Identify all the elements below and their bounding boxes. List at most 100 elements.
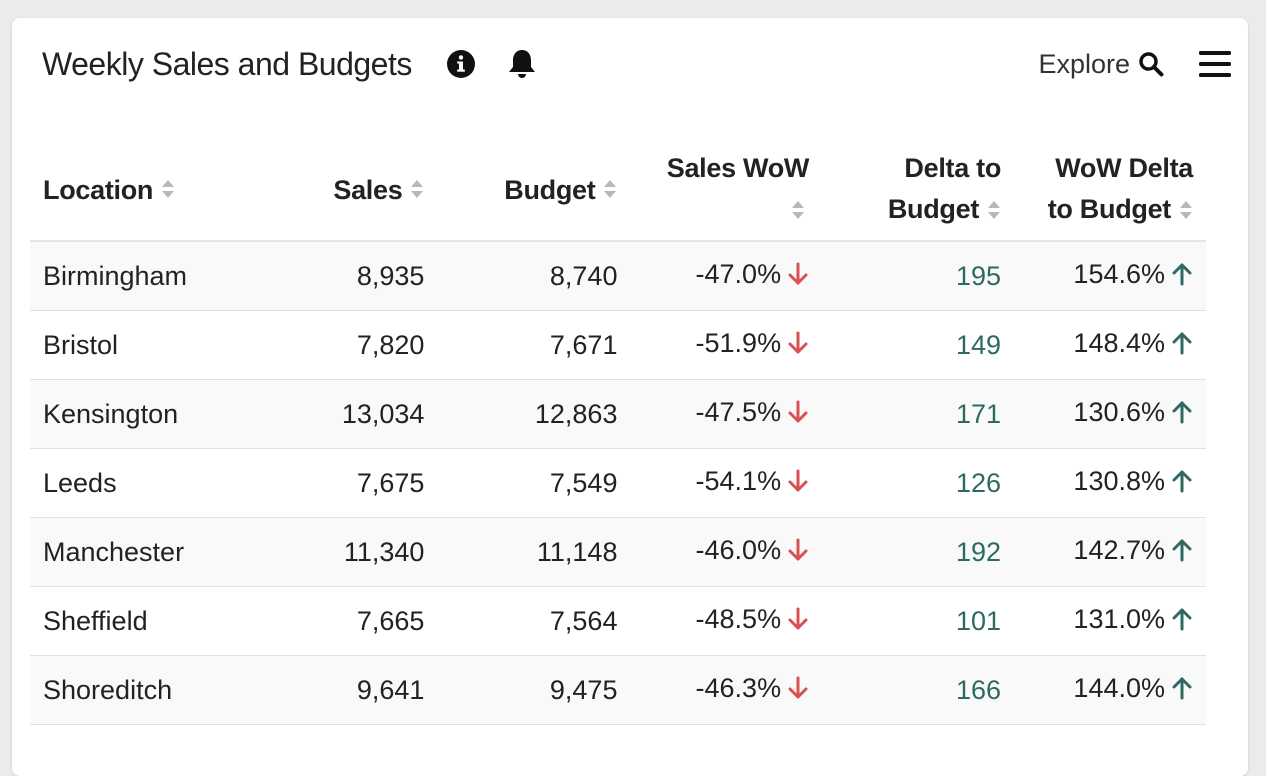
cell-sales-wow: -54.1% (630, 448, 823, 518)
arrow-down-icon (787, 262, 809, 293)
table-row: Manchester 11,340 11,148 -46.0% 192 142.7% (30, 517, 1206, 587)
table-row: Kensington 13,034 12,863 -47.5% 171 130.6% (30, 379, 1206, 449)
arrow-up-icon (1171, 469, 1193, 500)
cell-sales-wow: -51.9% (630, 310, 823, 380)
cell-sales: 11,340 (268, 517, 438, 587)
cell-budget: 11,148 (437, 517, 631, 587)
wow-delta-value: 154.6% (1073, 259, 1165, 289)
sales-wow-value: -54.1% (695, 466, 782, 496)
column-label-line1: WoW Delta (1055, 153, 1193, 184)
cell-location: Bristol (30, 310, 269, 380)
sales-wow-value: -48.5% (695, 604, 782, 634)
cell-sales: 8,935 (268, 241, 438, 311)
column-label: Sales (333, 174, 403, 205)
column-header-sales-wow[interactable]: Sales WoW (630, 140, 823, 242)
cell-delta-to-budget: 101 (822, 586, 1015, 656)
bell-icon[interactable] (506, 48, 538, 80)
sort-icon (603, 175, 617, 206)
cell-wow-delta-to-budget: 148.4% (1014, 310, 1206, 380)
sales-wow-value: -46.3% (695, 673, 782, 703)
cell-sales: 7,820 (268, 310, 438, 380)
info-icon[interactable] (446, 49, 476, 79)
arrow-up-icon (1171, 262, 1193, 293)
cell-delta-to-budget: 149 (822, 310, 1015, 380)
table-row: Sheffield 7,665 7,564 -48.5% 101 131.0% (30, 586, 1206, 656)
wow-delta-value: 148.4% (1073, 328, 1165, 358)
column-label: Sales WoW (666, 153, 810, 184)
cell-delta-to-budget: 171 (822, 379, 1015, 449)
sort-icon (1179, 191, 1193, 232)
table-row: Bristol 7,820 7,671 -51.9% 149 148.4% (30, 310, 1206, 380)
column-header-delta-to-budget[interactable]: Delta to Budget (822, 140, 1015, 242)
cell-sales-wow: -48.5% (630, 586, 823, 656)
column-header-budget[interactable]: Budget (437, 140, 631, 242)
cell-budget: 9,475 (437, 655, 631, 725)
table-row: Shoreditch 9,641 9,475 -46.3% 166 144.0% (30, 655, 1206, 725)
column-header-location[interactable]: Location (30, 140, 269, 242)
arrow-down-icon (787, 607, 809, 638)
column-label-line2: to Budget (1047, 194, 1172, 225)
cell-delta-to-budget: 166 (822, 655, 1015, 725)
wow-delta-value: 131.0% (1073, 604, 1165, 634)
column-label-line2: Budget (887, 194, 980, 225)
arrow-up-icon (1171, 607, 1193, 638)
column-header-sales[interactable]: Sales (268, 140, 438, 242)
table-body: Birmingham 8,935 8,740 -47.0% 195 154.6% Brist… (30, 241, 1206, 725)
cell-delta-to-budget: 195 (822, 241, 1015, 311)
arrow-down-icon (787, 676, 809, 707)
sales-table: Location Sales Budget Sales WoW Delta to… (30, 140, 1206, 725)
arrow-up-icon (1171, 676, 1193, 707)
arrow-down-icon (787, 331, 809, 362)
cell-sales: 7,675 (268, 448, 438, 518)
cell-sales: 7,665 (268, 586, 438, 656)
arrow-up-icon (1171, 331, 1193, 362)
column-label-line1: Delta to (904, 153, 1002, 184)
column-header-wow-delta-to-budget[interactable]: WoW Delta to Budget (1014, 140, 1206, 242)
wow-delta-value: 144.0% (1073, 673, 1165, 703)
column-label: Budget (504, 174, 596, 205)
sort-icon (987, 191, 1001, 232)
sales-wow-value: -46.0% (695, 535, 782, 565)
cell-sales: 9,641 (268, 655, 438, 725)
cell-sales-wow: -46.0% (630, 517, 823, 587)
cell-sales-wow: -46.3% (630, 655, 823, 725)
cell-sales-wow: -47.5% (630, 379, 823, 449)
cell-delta-to-budget: 192 (822, 517, 1015, 587)
sales-wow-value: -51.9% (695, 328, 782, 358)
table-header-row: Location Sales Budget Sales WoW Delta to… (30, 140, 1206, 242)
cell-wow-delta-to-budget: 131.0% (1014, 586, 1206, 656)
cell-wow-delta-to-budget: 130.6% (1014, 379, 1206, 449)
menu-icon[interactable] (1198, 49, 1232, 79)
arrow-down-icon (787, 538, 809, 569)
card-header: Weekly Sales and Budgets Explore (42, 40, 1231, 88)
cell-wow-delta-to-budget: 154.6% (1014, 241, 1206, 311)
sort-icon (161, 175, 175, 206)
arrow-down-icon (787, 469, 809, 500)
explore-label: Explore (1038, 48, 1130, 79)
cell-location: Kensington (30, 379, 269, 449)
arrow-up-icon (1171, 400, 1193, 431)
card-title: Weekly Sales and Budgets (42, 45, 412, 82)
wow-delta-value: 142.7% (1073, 535, 1165, 565)
cell-budget: 7,549 (437, 448, 631, 518)
cell-budget: 7,564 (437, 586, 631, 656)
cell-budget: 8,740 (437, 241, 631, 311)
cell-location: Manchester (30, 517, 269, 587)
sales-wow-value: -47.0% (695, 259, 782, 289)
cell-budget: 12,863 (437, 379, 631, 449)
search-icon (1138, 51, 1164, 77)
cell-wow-delta-to-budget: 142.7% (1014, 517, 1206, 587)
cell-wow-delta-to-budget: 130.8% (1014, 448, 1206, 518)
cell-location: Sheffield (30, 586, 269, 656)
explore-button[interactable]: Explore (1038, 49, 1164, 80)
table-row: Birmingham 8,935 8,740 -47.0% 195 154.6% (30, 241, 1206, 311)
sort-icon (791, 191, 805, 232)
sort-icon (410, 175, 424, 206)
arrow-up-icon (1171, 538, 1193, 569)
cell-sales: 13,034 (268, 379, 438, 449)
wow-delta-value: 130.6% (1073, 397, 1165, 427)
cell-wow-delta-to-budget: 144.0% (1014, 655, 1206, 725)
table-row: Leeds 7,675 7,549 -54.1% 126 130.8% (30, 448, 1206, 518)
cell-delta-to-budget: 126 (822, 448, 1015, 518)
cell-location: Shoreditch (30, 655, 269, 725)
